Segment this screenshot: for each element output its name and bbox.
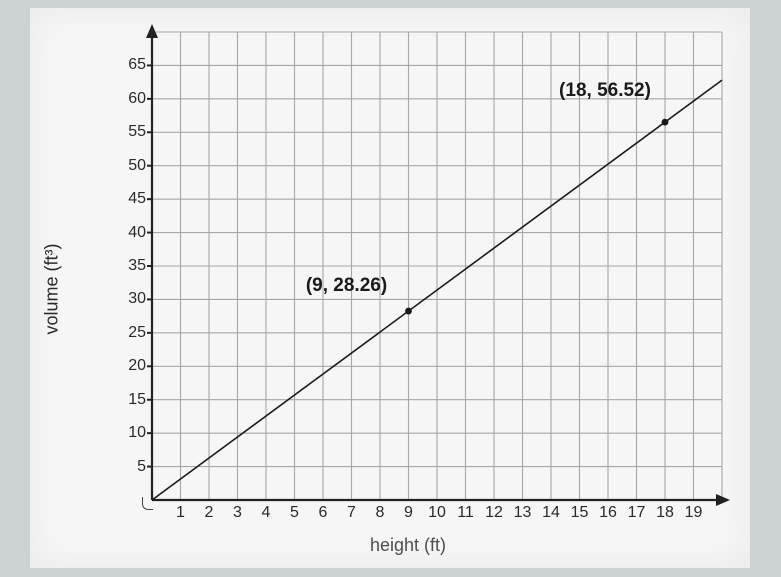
x-tick-label: 7: [347, 504, 356, 522]
data-point: [405, 308, 412, 315]
y-tick-label: 25: [128, 324, 146, 342]
x-tick-label: 4: [262, 504, 271, 522]
chart-svg: [152, 32, 722, 500]
origin-break-icon: [142, 497, 153, 510]
point-label: (18, 56.52): [559, 80, 651, 102]
x-tick-label: 2: [205, 504, 214, 522]
x-axis-arrow-icon: [716, 494, 730, 506]
y-tick-label: 55: [128, 123, 146, 141]
y-tick-label: 60: [128, 90, 146, 108]
paper-background: volume (ft³) height (ft) (9, 28.26) (18, …: [30, 8, 750, 568]
x-tick-label: 16: [599, 504, 617, 522]
x-tick-label: 10: [428, 504, 446, 522]
y-tick-label: 15: [128, 391, 146, 409]
x-tick-label: 3: [233, 504, 242, 522]
plot-area: (9, 28.26)(18, 56.52)5101520253035404550…: [152, 32, 722, 500]
y-tick-label: 40: [128, 224, 146, 242]
y-tick-label: 30: [128, 290, 146, 308]
x-tick-label: 8: [376, 504, 385, 522]
x-tick-label: 14: [542, 504, 560, 522]
x-tick-label: 1: [176, 504, 185, 522]
x-tick-label: 19: [685, 504, 703, 522]
point-label: (9, 28.26): [306, 275, 387, 297]
x-tick-label: 5: [290, 504, 299, 522]
x-tick-label: 11: [457, 504, 474, 522]
y-tick-label: 45: [128, 190, 146, 208]
chart-container: volume (ft³) height (ft) (9, 28.26)(18, …: [88, 26, 728, 552]
y-tick-label: 5: [137, 458, 146, 476]
x-tick-label: 6: [319, 504, 328, 522]
x-tick-label: 9: [404, 504, 413, 522]
data-point: [662, 119, 669, 126]
y-tick-label: 65: [128, 56, 146, 74]
x-tick-label: 18: [656, 504, 674, 522]
y-axis-arrow-icon: [146, 24, 158, 38]
y-tick-label: 20: [128, 357, 146, 375]
y-tick-label: 35: [128, 257, 146, 275]
y-tick-label: 50: [128, 157, 146, 175]
x-tick-label: 17: [628, 504, 646, 522]
x-tick-label: 13: [514, 504, 532, 522]
x-axis-label: height (ft): [370, 535, 446, 556]
x-tick-label: 15: [571, 504, 589, 522]
y-axis-label: volume (ft³): [42, 243, 63, 334]
y-tick-label: 10: [128, 424, 146, 442]
x-tick-label: 12: [485, 504, 503, 522]
